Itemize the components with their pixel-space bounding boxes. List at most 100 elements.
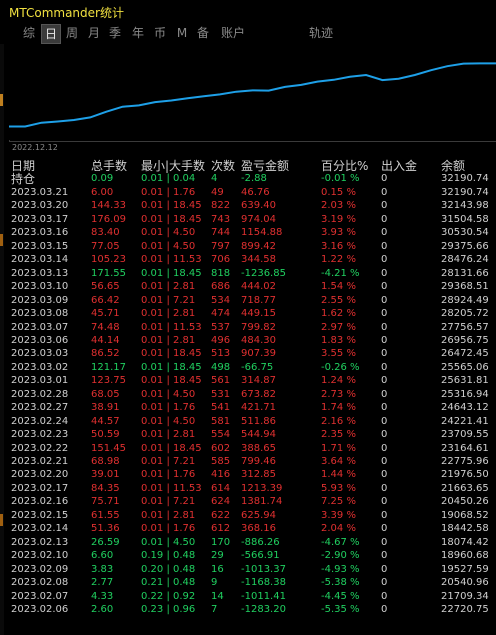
table-row[interactable]: 2023.03.13 171.55 0.01 | 18.45 818 -1236.85 -…: [0, 268, 496, 280]
tab-8[interactable]: 备: [196, 26, 209, 40]
cell-date: 2023.03.07: [11, 321, 69, 333]
cell-pct: 3.55 %: [321, 348, 356, 360]
cell-pct: 2.97 %: [321, 321, 356, 333]
cell-date: 2023.02.14: [11, 523, 69, 535]
table-row[interactable]: 2023.03.01 123.75 0.01 | 18.45 561 314.87 1.2…: [0, 375, 496, 387]
table-row[interactable]: 2023.03.08 45.71 0.01 | 2.81 474 449.15 1.62 …: [0, 308, 496, 320]
cell-io: 0: [381, 361, 388, 373]
cell-bal: 26472.45: [441, 348, 489, 360]
table-row[interactable]: 2023.03.03 86.52 0.01 | 18.45 513 907.39 3.55…: [0, 348, 496, 360]
cell-count: 513: [211, 348, 231, 360]
header-date[interactable]: 日期: [11, 159, 36, 173]
table-row[interactable]: 2023.02.23 50.59 0.01 | 2.81 554 544.94 2.35 …: [0, 429, 496, 441]
cell-pct: -4.45 %: [321, 590, 360, 602]
cell-lots: 68.98: [91, 456, 120, 467]
tab-3[interactable]: 月: [87, 26, 100, 40]
tab-2[interactable]: 周: [65, 26, 78, 40]
table-row[interactable]: 2023.02.10 6.60 0.19 | 0.48 29 -566.91 -2.90 …: [0, 550, 496, 562]
cell-range: 0.01 | 4.50: [141, 240, 196, 252]
table-row[interactable]: 2023.03.20 144.33 0.01 | 18.45 822 639.40 2.0…: [0, 200, 496, 212]
cell-count: 7: [211, 603, 218, 615]
header-io[interactable]: 出入金: [381, 159, 418, 173]
table-row[interactable]: 2023.02.28 68.05 0.01 | 4.50 531 673.82 2.73 …: [0, 389, 496, 401]
cell-pnl: -1168.38: [241, 577, 286, 589]
table-row[interactable]: 2023.02.16 75.71 0.01 | 7.21 624 1381.74 7.25…: [0, 496, 496, 508]
cell-pct: -5.35 %: [321, 603, 360, 615]
table-row[interactable]: 2023.02.07 4.33 0.22 | 0.92 14 -1011.41 -4.45…: [0, 591, 496, 603]
cell-pnl: 1154.88: [241, 227, 283, 239]
tab-1[interactable]: 日: [41, 24, 61, 44]
cell-pnl: -66.75: [241, 361, 274, 373]
table-row[interactable]: 2023.02.13 26.59 0.01 | 4.50 170 -886.26 -4.6…: [0, 537, 496, 549]
header-pnl[interactable]: 盈亏金额: [241, 159, 290, 173]
table-row[interactable]: 2023.03.07 74.48 0.01 | 11.53 537 799.82 2.97…: [0, 322, 496, 334]
cell-date: 2023.03.13: [11, 267, 69, 279]
header-count[interactable]: 次数: [211, 159, 236, 173]
cell-pnl: 544.94: [241, 429, 276, 441]
tab-9[interactable]: 账户: [220, 26, 245, 40]
cell-range: 0.01 | 2.81: [141, 429, 196, 441]
table-row[interactable]: 2023.02.06 2.60 0.23 | 0.96 7 -1283.20 -5.35 …: [0, 604, 496, 616]
cell-lots: 105.23: [91, 254, 126, 266]
cell-io: 0: [381, 254, 388, 266]
cell-count: 624: [211, 496, 231, 508]
table-row[interactable]: 2023.02.22 151.45 0.01 | 18.45 602 388.65 1.7…: [0, 443, 496, 455]
table-row[interactable]: 2023.02.21 68.98 0.01 | 7.21 585 799.46 3.64 …: [0, 456, 496, 468]
cell-pnl: 799.82: [241, 321, 276, 333]
table-row[interactable]: 2023.03.15 77.05 0.01 | 4.50 797 899.42 3.16 …: [0, 241, 496, 253]
cell-date: 2023.03.20: [11, 200, 69, 212]
side-strip: [0, 44, 4, 635]
table-row[interactable]: 2023.03.17 176.09 0.01 | 18.45 743 974.04 3.1…: [0, 214, 496, 226]
table-row[interactable]: 2023.03.09 66.42 0.01 | 7.21 534 718.77 2.55 …: [0, 295, 496, 307]
cell-pnl: 1381.74: [241, 496, 283, 508]
tab-6[interactable]: 币: [153, 26, 166, 40]
cell-pnl: 344.58: [241, 254, 276, 266]
cell-io: 0: [381, 321, 388, 333]
cell-pct: 3.19 %: [321, 213, 356, 225]
table-row[interactable]: 2023.03.10 56.65 0.01 | 2.81 686 444.02 1.54 …: [0, 281, 496, 293]
cell-date: 2023.03.02: [11, 361, 69, 373]
tab-0[interactable]: 综: [22, 26, 35, 40]
header-bal[interactable]: 余额: [441, 159, 466, 173]
cell-io: 0: [381, 240, 388, 252]
table-row[interactable]: 2023.03.06 44.14 0.01 | 2.81 496 484.30 1.83 …: [0, 335, 496, 347]
hold-row[interactable]: 持仓 0.09 0.01 | 0.04 4 -2.88 -0.01 % 0 32…: [0, 173, 496, 185]
cell-pct: -4.93 %: [321, 563, 360, 575]
cell-date: 2023.02.15: [11, 509, 69, 521]
header-range[interactable]: 最小|大手数: [141, 159, 206, 173]
cell-range: 0.01 | 4.50: [141, 227, 196, 239]
table-row[interactable]: 2023.02.15 61.55 0.01 | 2.81 622 625.94 3.39 …: [0, 510, 496, 522]
table-row[interactable]: 2023.02.14 51.36 0.01 | 1.76 612 368.16 2.04 …: [0, 523, 496, 535]
cell-pnl: 673.82: [241, 388, 276, 400]
table-row[interactable]: 2023.03.14 105.23 0.01 | 11.53 706 344.58 1.2…: [0, 254, 496, 266]
table-row[interactable]: 2023.02.17 84.35 0.01 | 11.53 614 1213.39 5.9…: [0, 483, 496, 495]
cell-pnl: -1011.41: [241, 590, 286, 602]
cell-lots: 6.00: [91, 187, 114, 198]
tab-10[interactable]: 轨迹: [308, 26, 333, 40]
table-row[interactable]: 2023.02.24 44.57 0.01 | 4.50 581 511.86 2.16 …: [0, 416, 496, 428]
tab-4[interactable]: 季: [108, 26, 121, 40]
tab-7[interactable]: M: [176, 26, 188, 40]
table-row[interactable]: 2023.02.08 2.77 0.21 | 0.48 9 -1168.38 -5.38 …: [0, 577, 496, 589]
tab-5[interactable]: 年: [131, 26, 144, 40]
table-row[interactable]: 2023.02.27 38.91 0.01 | 1.76 541 421.71 1.74 …: [0, 402, 496, 414]
cell-date: 2023.02.21: [11, 456, 69, 467]
cell-lots: 39.01: [91, 469, 120, 481]
title-bar: MTCommander统计: [0, 0, 496, 22]
table-row[interactable]: 2023.03.02 121.17 0.01 | 18.45 498 -66.75 -0.…: [0, 362, 496, 374]
cell-lots: 83.40: [91, 227, 120, 239]
cell-pnl: 899.42: [241, 240, 276, 252]
table-row[interactable]: 2023.02.20 39.01 0.01 | 1.76 416 312.85 1.44 …: [0, 469, 496, 481]
header-pct[interactable]: 百分比%: [321, 159, 369, 173]
cell-date: 2023.02.20: [11, 469, 69, 481]
header-lots[interactable]: 总手数: [91, 159, 128, 173]
table-row[interactable]: 2023.03.16 83.40 0.01 | 4.50 744 1154.88 3.93…: [0, 227, 496, 239]
cell-date: 2023.02.16: [11, 496, 69, 508]
table-row[interactable]: 2023.02.09 3.83 0.20 | 0.48 16 -1013.37 -4.93…: [0, 564, 496, 576]
cell-io: 0: [381, 415, 388, 427]
table-row[interactable]: 2023.03.21 6.00 0.01 | 1.76 49 46.76 0.15 % 0 3…: [0, 187, 496, 199]
cell-count: 534: [211, 294, 231, 306]
cell-range: 0.01 | 4.50: [141, 415, 196, 427]
cell-lots: 44.57: [91, 415, 120, 427]
chart-start-label: 2022.12.12: [12, 143, 58, 152]
